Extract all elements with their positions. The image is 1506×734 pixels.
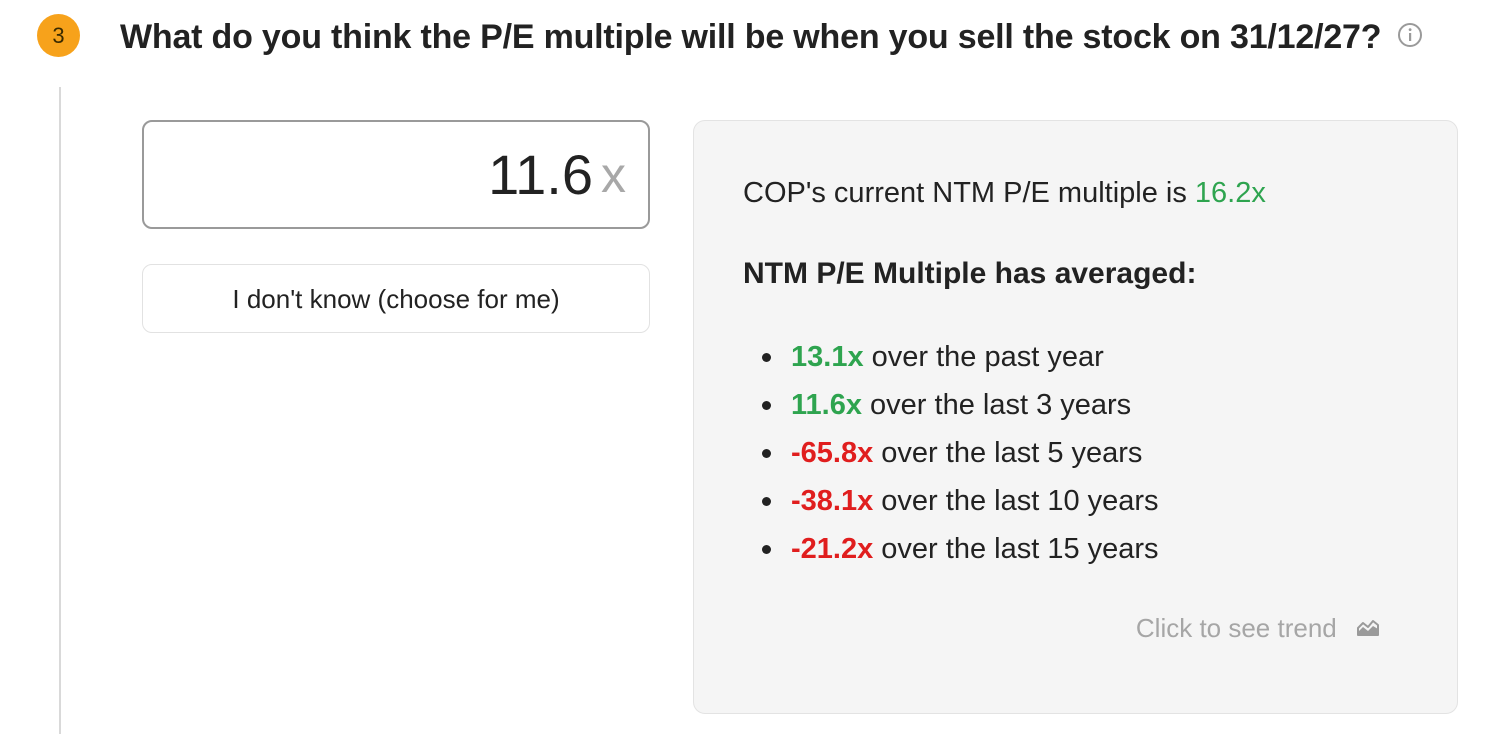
- average-value: 11.6x: [791, 389, 862, 421]
- list-item: 13.1x over the past year: [743, 333, 1159, 381]
- question-text: What do you think the P/E multiple will …: [120, 18, 1382, 56]
- see-trend-link[interactable]: Click to see trend: [1136, 613, 1380, 644]
- current-pe-line: COP's current NTM P/E multiple is 16.2x: [743, 177, 1266, 210]
- pe-estimate-input[interactable]: [293, 142, 593, 207]
- area-chart-icon: [1356, 613, 1380, 644]
- pe-stats-panel: COP's current NTM P/E multiple is 16.2x …: [693, 120, 1458, 714]
- list-item: -65.8x over the last 5 years: [743, 429, 1159, 477]
- dont-know-button[interactable]: I don't know (choose for me): [142, 264, 650, 333]
- current-pe-value: 16.2x: [1194, 177, 1266, 209]
- average-period: over the last 3 years: [861, 389, 1132, 421]
- bullet-icon: [762, 449, 771, 458]
- average-value: -65.8x: [791, 437, 874, 469]
- see-trend-label: Click to see trend: [1135, 613, 1337, 643]
- average-period: over the last 5 years: [873, 437, 1143, 469]
- bullet-icon: [762, 353, 771, 362]
- bullet-icon: [762, 497, 771, 506]
- list-item: -38.1x over the last 10 years: [743, 477, 1159, 525]
- list-item: -21.2x over the last 15 years: [743, 525, 1159, 573]
- average-period: over the last 15 years: [873, 533, 1159, 565]
- averages-list: 13.1x over the past year 11.6x over the …: [743, 333, 1159, 573]
- average-period: over the past year: [863, 341, 1104, 373]
- step-number-badge: 3: [37, 14, 80, 57]
- average-period: over the last 10 years: [873, 485, 1159, 517]
- current-pe-prefix: COP's current NTM P/E multiple is: [743, 177, 1195, 209]
- question-heading: What do you think the P/E multiple will …: [120, 18, 1423, 57]
- average-value: -21.2x: [791, 533, 874, 565]
- average-value: 13.1x: [791, 341, 864, 373]
- pe-estimate-field[interactable]: x: [142, 120, 650, 229]
- average-value: -38.1x: [791, 485, 874, 517]
- list-item: 11.6x over the last 3 years: [743, 381, 1159, 429]
- bullet-icon: [762, 545, 771, 554]
- bullet-icon: [762, 401, 771, 410]
- info-circle-icon[interactable]: [1397, 18, 1423, 57]
- averages-heading: NTM P/E Multiple has averaged:: [743, 257, 1197, 290]
- step-rail-divider: [59, 87, 61, 734]
- pe-suffix-label: x: [601, 146, 626, 203]
